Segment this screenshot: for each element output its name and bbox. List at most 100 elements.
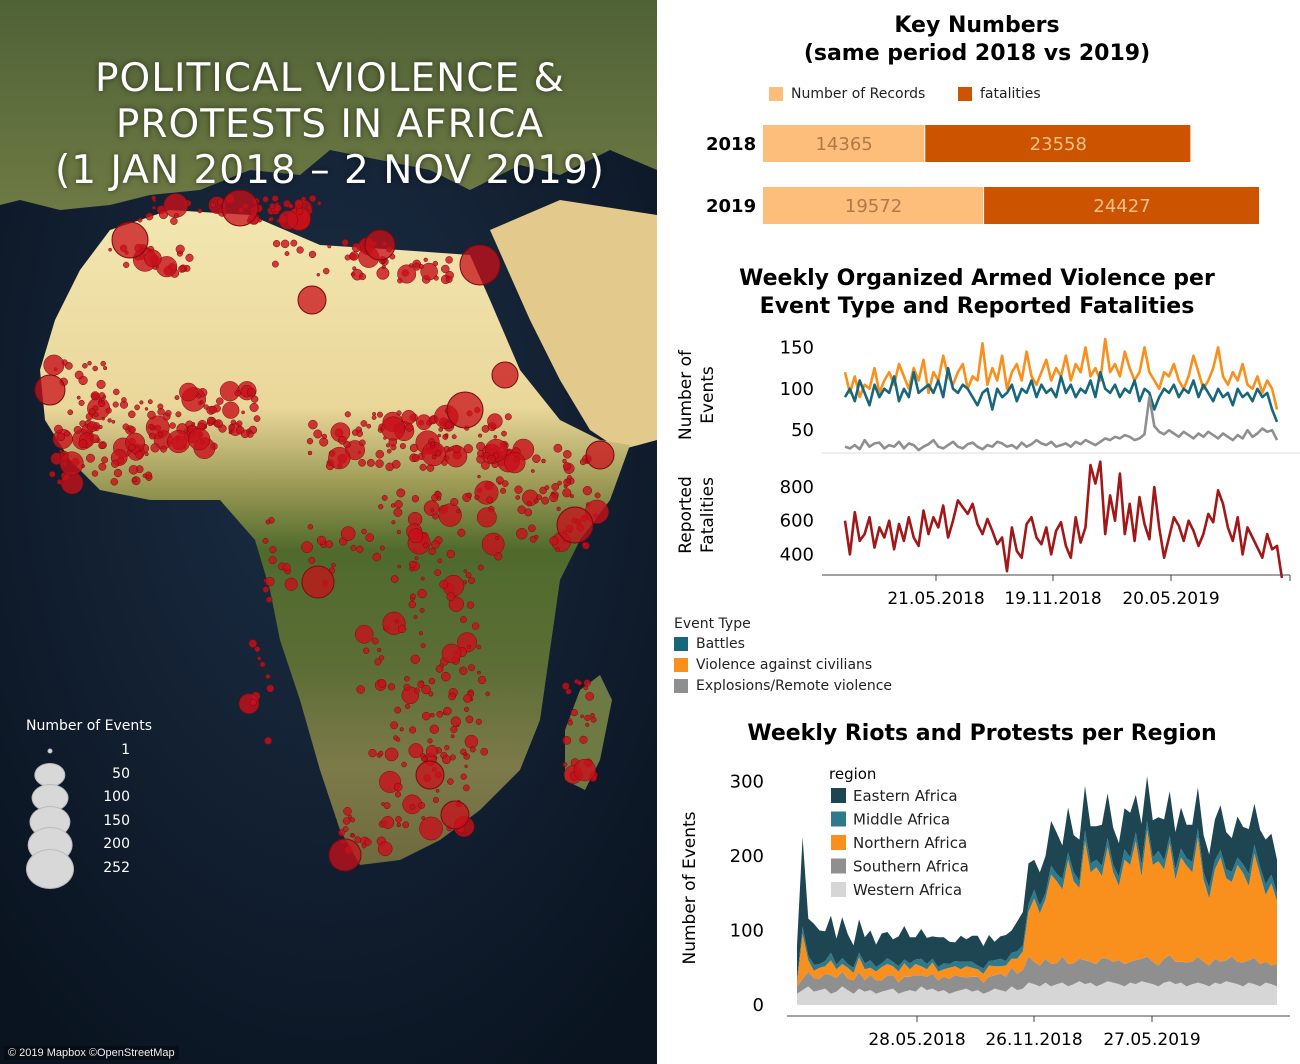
- event-marker: [430, 441, 436, 447]
- event-marker: [317, 201, 322, 206]
- event-marker: [234, 389, 242, 397]
- event-marker: [562, 458, 567, 464]
- map-panel[interactable]: POLITICAL VIOLENCE & PROTESTS IN AFRICA …: [0, 0, 657, 1064]
- event-marker: [74, 370, 84, 380]
- event-marker: [428, 677, 436, 685]
- event-marker: [327, 244, 332, 249]
- event-marker: [377, 841, 393, 857]
- event-marker: [206, 416, 215, 425]
- event-marker: [262, 537, 269, 544]
- event-marker: [393, 782, 403, 792]
- event-marker: [414, 687, 420, 694]
- size-legend-label: 200: [103, 836, 130, 852]
- protests-chart[interactable]: 0 100 200 300 Number of Events 28.05.2018 26.1…: [657, 760, 1300, 1060]
- size-legend-label: 100: [103, 789, 130, 805]
- event-marker-large: [491, 361, 519, 389]
- event-marker: [145, 212, 154, 221]
- event-marker: [249, 402, 259, 412]
- event-marker: [134, 404, 140, 411]
- event-marker: [573, 758, 596, 782]
- event-marker: [495, 535, 500, 540]
- event-marker: [459, 666, 468, 675]
- event-marker: [476, 507, 497, 528]
- event-marker: [377, 679, 387, 688]
- event-marker: [271, 195, 279, 202]
- event-marker: [562, 462, 572, 471]
- bar-segment: [763, 125, 925, 162]
- event-marker: [103, 366, 108, 371]
- event-marker: [445, 256, 453, 264]
- event-marker: [209, 201, 217, 208]
- key-numbers-legend-records[interactable]: Number of Records: [769, 86, 925, 102]
- event-marker: [553, 443, 563, 453]
- event-marker: [259, 661, 266, 668]
- event-marker: [441, 643, 462, 664]
- event-marker: [371, 415, 377, 420]
- event-marker: [144, 249, 162, 268]
- event-marker: [144, 452, 149, 457]
- violence-chart[interactable]: 50 100 150 Number of Events 400 600 800 Reported…: [657, 325, 1300, 615]
- key-numbers-chart[interactable]: 2018 14365 23558 2019 19572 24427: [657, 110, 1300, 240]
- event-marker: [268, 217, 273, 222]
- event-marker: [321, 433, 328, 440]
- event-marker: [290, 239, 298, 247]
- event-marker: [174, 212, 179, 218]
- event-marker: [450, 734, 455, 739]
- event-marker: [579, 735, 588, 744]
- size-legend-bubble: [34, 762, 66, 787]
- map-attribution[interactable]: © 2019 Mapbox ©OpenStreetMap: [4, 1046, 179, 1060]
- legend-item-civilians[interactable]: Violence against civilians: [674, 657, 892, 673]
- event-marker: [354, 836, 362, 844]
- event-marker: [278, 210, 298, 230]
- event-marker: [439, 579, 449, 589]
- size-legend-row: 1: [26, 740, 152, 764]
- event-marker: [148, 432, 156, 440]
- africa-landmass: [40, 210, 630, 865]
- event-marker: [354, 625, 374, 644]
- key-numbers-legend-fatalities[interactable]: fatalities: [958, 86, 1041, 102]
- event-marker: [368, 748, 377, 758]
- event-marker: [514, 485, 523, 494]
- event-marker: [544, 485, 550, 491]
- event-marker: [463, 784, 470, 792]
- event-marker: [347, 814, 352, 819]
- event-marker: [358, 273, 367, 281]
- event-marker: [580, 714, 584, 719]
- event-marker: [414, 556, 419, 561]
- event-marker: [408, 743, 424, 759]
- event-marker: [585, 722, 590, 727]
- event-marker: [296, 207, 304, 216]
- event-marker: [175, 244, 185, 254]
- event-marker: [328, 446, 351, 470]
- event-marker: [463, 706, 470, 713]
- event-marker: [148, 423, 154, 430]
- event-marker: [178, 265, 186, 273]
- event-marker: [128, 410, 136, 419]
- event-marker: [464, 734, 479, 749]
- event-marker: [316, 272, 321, 277]
- event-marker: [584, 714, 591, 722]
- event-marker: [387, 683, 396, 691]
- event-marker: [445, 275, 453, 283]
- event-marker: [248, 639, 258, 648]
- event-marker: [98, 462, 107, 471]
- africa-map[interactable]: [0, 0, 657, 1064]
- event-marker: [307, 524, 314, 530]
- event-marker: [322, 267, 330, 275]
- size-legend: Number of Events 1 50 100 150 200 252: [26, 718, 152, 889]
- y-tick-label: 200: [730, 846, 764, 867]
- event-marker: [111, 419, 116, 424]
- event-marker: [562, 488, 572, 498]
- legend-item-battles[interactable]: Battles: [674, 636, 892, 652]
- event-marker: [90, 434, 100, 444]
- right-panel: Key Numbers (same period 2018 vs 2019) N…: [657, 0, 1300, 1064]
- fatalities-tick-label: 600: [780, 511, 814, 532]
- event-marker: [175, 411, 182, 418]
- legend-item-explosions[interactable]: Explosions/Remote violence: [674, 678, 892, 694]
- event-marker: [319, 437, 329, 447]
- event-marker: [152, 198, 157, 203]
- bar-value-label: 23558: [1030, 134, 1087, 155]
- event-marker: [253, 415, 261, 422]
- civilians-label: Violence against civilians: [696, 657, 873, 673]
- europe-landmass: [0, 0, 657, 210]
